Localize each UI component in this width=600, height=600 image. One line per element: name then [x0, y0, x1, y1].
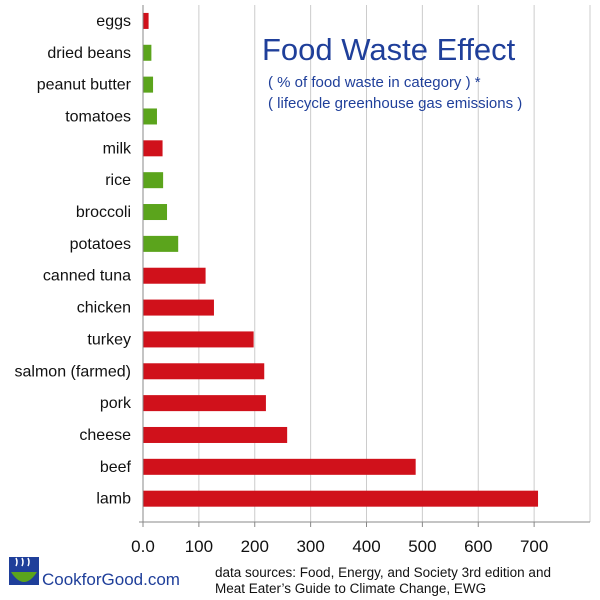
category-label: milk	[103, 140, 132, 157]
x-tick-label: 300	[296, 537, 324, 556]
bar-broccoli	[143, 204, 168, 221]
category-label: potatoes	[70, 236, 131, 253]
category-labels: eggs dried beans peanut butter tomatoes milk…	[15, 13, 132, 508]
category-label: chicken	[77, 300, 131, 317]
x-tick-label: 700	[520, 537, 548, 556]
x-tick-label: 500	[408, 537, 436, 556]
bar-eggs	[143, 12, 149, 29]
category-label: dried beans	[47, 45, 131, 62]
category-label: canned tuna	[43, 268, 131, 285]
bar-dried-beans	[143, 44, 152, 61]
x-tick-label: 0.0	[131, 537, 155, 556]
x-tick-label: 200	[241, 537, 269, 556]
category-label: rice	[105, 172, 131, 189]
category-label: beef	[100, 459, 132, 476]
bar-turkey	[143, 331, 254, 348]
source-line-2: Meat Eater’s Guide to Climate Change, EW…	[215, 581, 487, 596]
chart-title: Food Waste Effect	[262, 32, 516, 67]
bar-peanut-butter	[143, 76, 154, 93]
category-label: eggs	[96, 13, 131, 30]
category-label: salmon (farmed)	[15, 363, 131, 380]
bar-chicken	[143, 299, 214, 316]
bars	[143, 12, 539, 507]
chart-subtitle-line-2: ( lifecycle greenhouse gas emissions )	[268, 95, 522, 112]
category-label: cheese	[79, 427, 131, 444]
x-tick-labels: 0.0 100 200 300 400 500 600 700	[131, 522, 548, 556]
category-label: peanut butter	[37, 77, 132, 94]
bar-rice	[143, 172, 164, 189]
category-label: lamb	[96, 491, 131, 508]
category-label: pork	[100, 395, 132, 412]
logo-icon	[9, 557, 39, 585]
bar-lamb	[143, 490, 539, 507]
category-label: tomatoes	[65, 108, 131, 125]
logo-text[interactable]: CookforGood.com	[42, 570, 180, 589]
bar-canned-tuna	[143, 267, 206, 284]
x-tick-label: 100	[185, 537, 213, 556]
bar-cheese	[143, 426, 288, 443]
grid-lines	[139, 5, 591, 523]
category-label: broccoli	[76, 204, 131, 221]
bar-salmon-farmed-	[143, 363, 265, 380]
bar-pork	[143, 395, 266, 412]
chart-subtitle-line-1: ( % of food waste in category ) *	[268, 74, 481, 91]
bar-tomatoes	[143, 108, 157, 125]
bar-potatoes	[143, 235, 179, 252]
bar-beef	[143, 458, 416, 475]
x-tick-label: 600	[464, 537, 492, 556]
cookforgood-logo[interactable]: CookforGood.com	[9, 557, 180, 589]
category-label: turkey	[87, 331, 131, 348]
data-sources-note: data sources: Food, Energy, and Society …	[215, 565, 595, 597]
source-line-1: data sources: Food, Energy, and Society …	[215, 565, 551, 580]
x-tick-label: 400	[352, 537, 380, 556]
bar-milk	[143, 140, 163, 157]
